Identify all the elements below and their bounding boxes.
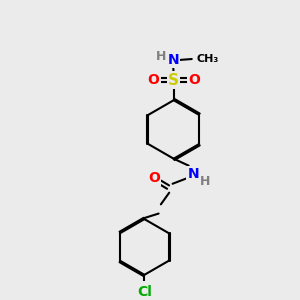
Text: O: O [188,73,200,87]
Text: CH₃: CH₃ [196,54,219,64]
Text: N: N [187,167,199,181]
Text: N: N [167,53,179,67]
Text: H: H [200,175,210,188]
Text: Cl: Cl [137,285,152,299]
Text: H: H [156,50,167,63]
Text: O: O [148,171,160,184]
Text: O: O [148,73,160,87]
Text: S: S [168,73,179,88]
